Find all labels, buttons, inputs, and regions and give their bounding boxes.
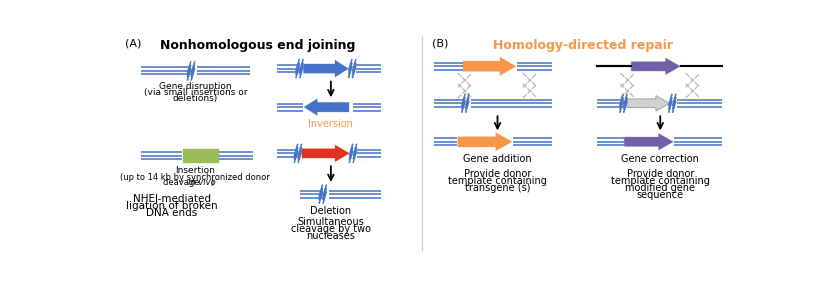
Text: sequence: sequence (636, 190, 684, 200)
Text: transgene (s): transgene (s) (465, 183, 530, 192)
Polygon shape (301, 144, 350, 162)
Text: Simultaneous: Simultaneous (298, 217, 364, 227)
Polygon shape (303, 98, 349, 116)
Text: DNA ends: DNA ends (146, 208, 198, 218)
Text: Gene disruption: Gene disruption (159, 82, 231, 91)
Text: (via small insertions or: (via small insertions or (143, 88, 247, 97)
Text: (B): (B) (432, 38, 448, 49)
Text: Provide donor: Provide donor (627, 169, 694, 179)
Text: nucleases: nucleases (307, 231, 355, 241)
Polygon shape (303, 59, 349, 78)
Text: modified gene: modified gene (625, 183, 695, 192)
Text: (A): (A) (125, 38, 142, 49)
Text: template containing: template containing (611, 176, 710, 186)
Text: in vivo: in vivo (187, 178, 215, 187)
Text: Insertion: Insertion (175, 166, 215, 175)
Text: cleavage by two: cleavage by two (291, 224, 371, 234)
Text: deavage: deavage (163, 178, 202, 187)
Text: Homology-directed repair: Homology-directed repair (492, 38, 672, 52)
Text: ligation of broken: ligation of broken (126, 201, 218, 211)
Text: Gene correction: Gene correction (622, 154, 699, 164)
Text: NHEJ-mediated: NHEJ-mediated (133, 194, 211, 204)
Polygon shape (463, 56, 517, 76)
Polygon shape (624, 132, 674, 151)
Text: Gene addition: Gene addition (463, 154, 532, 164)
Text: deletions): deletions) (173, 94, 218, 103)
Text: template containing: template containing (448, 176, 547, 186)
Polygon shape (457, 132, 513, 152)
Text: ): ) (211, 178, 214, 187)
Text: Deletion: Deletion (310, 206, 352, 216)
Polygon shape (627, 96, 670, 111)
Text: Nonhomologous end joining: Nonhomologous end joining (160, 38, 355, 52)
Text: Provide donor: Provide donor (464, 169, 531, 179)
Bar (182, 148, 219, 163)
Text: (up to 14 kb by synchronized donor: (up to 14 kb by synchronized donor (120, 173, 270, 182)
Text: Inversion: Inversion (308, 119, 353, 129)
Polygon shape (631, 57, 681, 76)
